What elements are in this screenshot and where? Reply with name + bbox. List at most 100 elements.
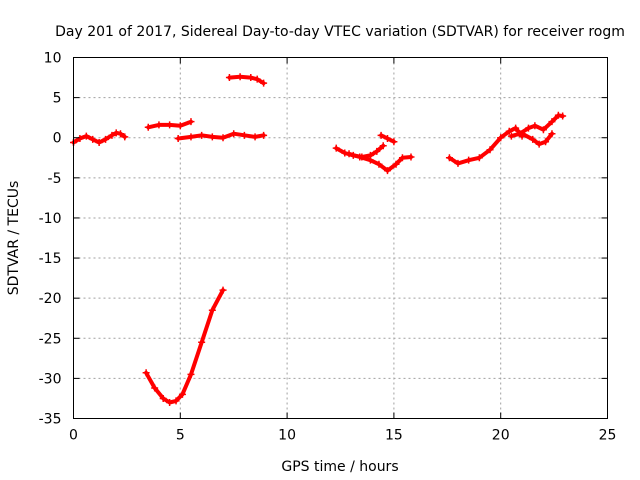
data-segment-arc-11 (518, 130, 556, 148)
grid (73, 57, 608, 419)
y-tick-label: 5 (53, 91, 62, 107)
data-segment-arc-7 (345, 150, 415, 175)
data-point (356, 153, 364, 161)
data-point (116, 130, 124, 138)
data-point (166, 121, 174, 129)
data-point (518, 130, 526, 138)
data-point (548, 118, 556, 126)
data-point (102, 135, 110, 143)
data-point (198, 131, 206, 139)
data-point (260, 79, 268, 87)
data-point (187, 370, 195, 378)
data-point (230, 130, 238, 138)
y-tick-label: 10 (44, 51, 62, 67)
data-point (512, 124, 520, 132)
x-tick-label: 25 (599, 428, 617, 444)
plot-frame (73, 57, 608, 419)
y-axis-label: SDTVAR / TECUs (6, 181, 22, 296)
data-point (176, 122, 184, 130)
data-layer (70, 73, 567, 406)
data-point (524, 124, 532, 132)
data-point (390, 138, 398, 146)
data-point (497, 134, 505, 142)
data-point (383, 167, 391, 175)
data-segment-arc-1 (70, 129, 129, 147)
data-point (253, 75, 261, 83)
y-tick-label: -20 (39, 291, 62, 307)
x-tick-label: 0 (69, 428, 78, 444)
data-point (236, 73, 244, 81)
data-point (341, 149, 349, 157)
data-point (539, 126, 547, 134)
data-point (332, 144, 340, 152)
data-point (76, 135, 84, 143)
data-point (95, 139, 103, 147)
data-point (398, 154, 406, 162)
axis-ticks (73, 57, 608, 419)
data-point (251, 133, 259, 141)
y-tick-label: -15 (39, 251, 62, 267)
data-point (208, 133, 216, 141)
data-segment-arc-5 (142, 286, 227, 406)
x-tick-label: 20 (492, 428, 510, 444)
data-segment-arc-2 (144, 118, 195, 131)
data-point (208, 306, 216, 314)
y-tick-label: -10 (39, 211, 62, 227)
data-point (542, 138, 550, 146)
data-point (373, 147, 381, 155)
data-point (407, 153, 415, 161)
data-segment-arc-8 (377, 131, 398, 146)
chart-title: Day 201 of 2017, Sidereal Day-to-day VTE… (55, 24, 625, 40)
x-tick-label: 5 (176, 428, 185, 444)
data-point (445, 154, 453, 162)
y-tick-label: -25 (39, 331, 62, 347)
data-point (144, 123, 152, 131)
data-point (225, 74, 233, 82)
data-point (108, 131, 116, 139)
data-point (187, 133, 195, 141)
data-point (345, 150, 353, 158)
data-point (112, 129, 120, 137)
data-point (172, 397, 180, 405)
x-tick-label: 15 (385, 428, 403, 444)
x-tick-label: 10 (278, 428, 296, 444)
data-point (383, 135, 391, 143)
data-point (507, 132, 515, 140)
data-point (377, 131, 385, 139)
data-point (375, 160, 383, 168)
data-point (240, 131, 248, 139)
data-point (174, 135, 182, 143)
data-point (155, 121, 163, 129)
data-point (178, 390, 186, 398)
data-point (198, 338, 206, 346)
data-point (219, 134, 227, 142)
data-point (159, 394, 167, 402)
y-tick-label: -35 (39, 412, 62, 428)
data-point (559, 112, 567, 120)
data-point (554, 111, 562, 119)
data-point (379, 142, 387, 150)
data-point (548, 130, 556, 138)
data-point (142, 369, 150, 377)
data-point (219, 286, 227, 294)
data-point (531, 122, 539, 130)
data-point (535, 140, 543, 148)
data-segment-arc-4 (174, 130, 268, 143)
y-tick-label: 0 (53, 131, 62, 147)
data-point (121, 133, 129, 141)
data-point (465, 156, 473, 164)
data-point (166, 398, 174, 406)
series-trace (144, 288, 225, 405)
data-point (247, 74, 255, 82)
data-point (529, 135, 537, 143)
data-point (475, 154, 483, 162)
data-point (260, 131, 268, 139)
y-tick-label: -5 (48, 171, 62, 187)
data-point (392, 160, 400, 168)
data-point (89, 135, 97, 143)
data-point (82, 132, 90, 140)
data-point (366, 156, 374, 164)
data-point (454, 159, 462, 167)
